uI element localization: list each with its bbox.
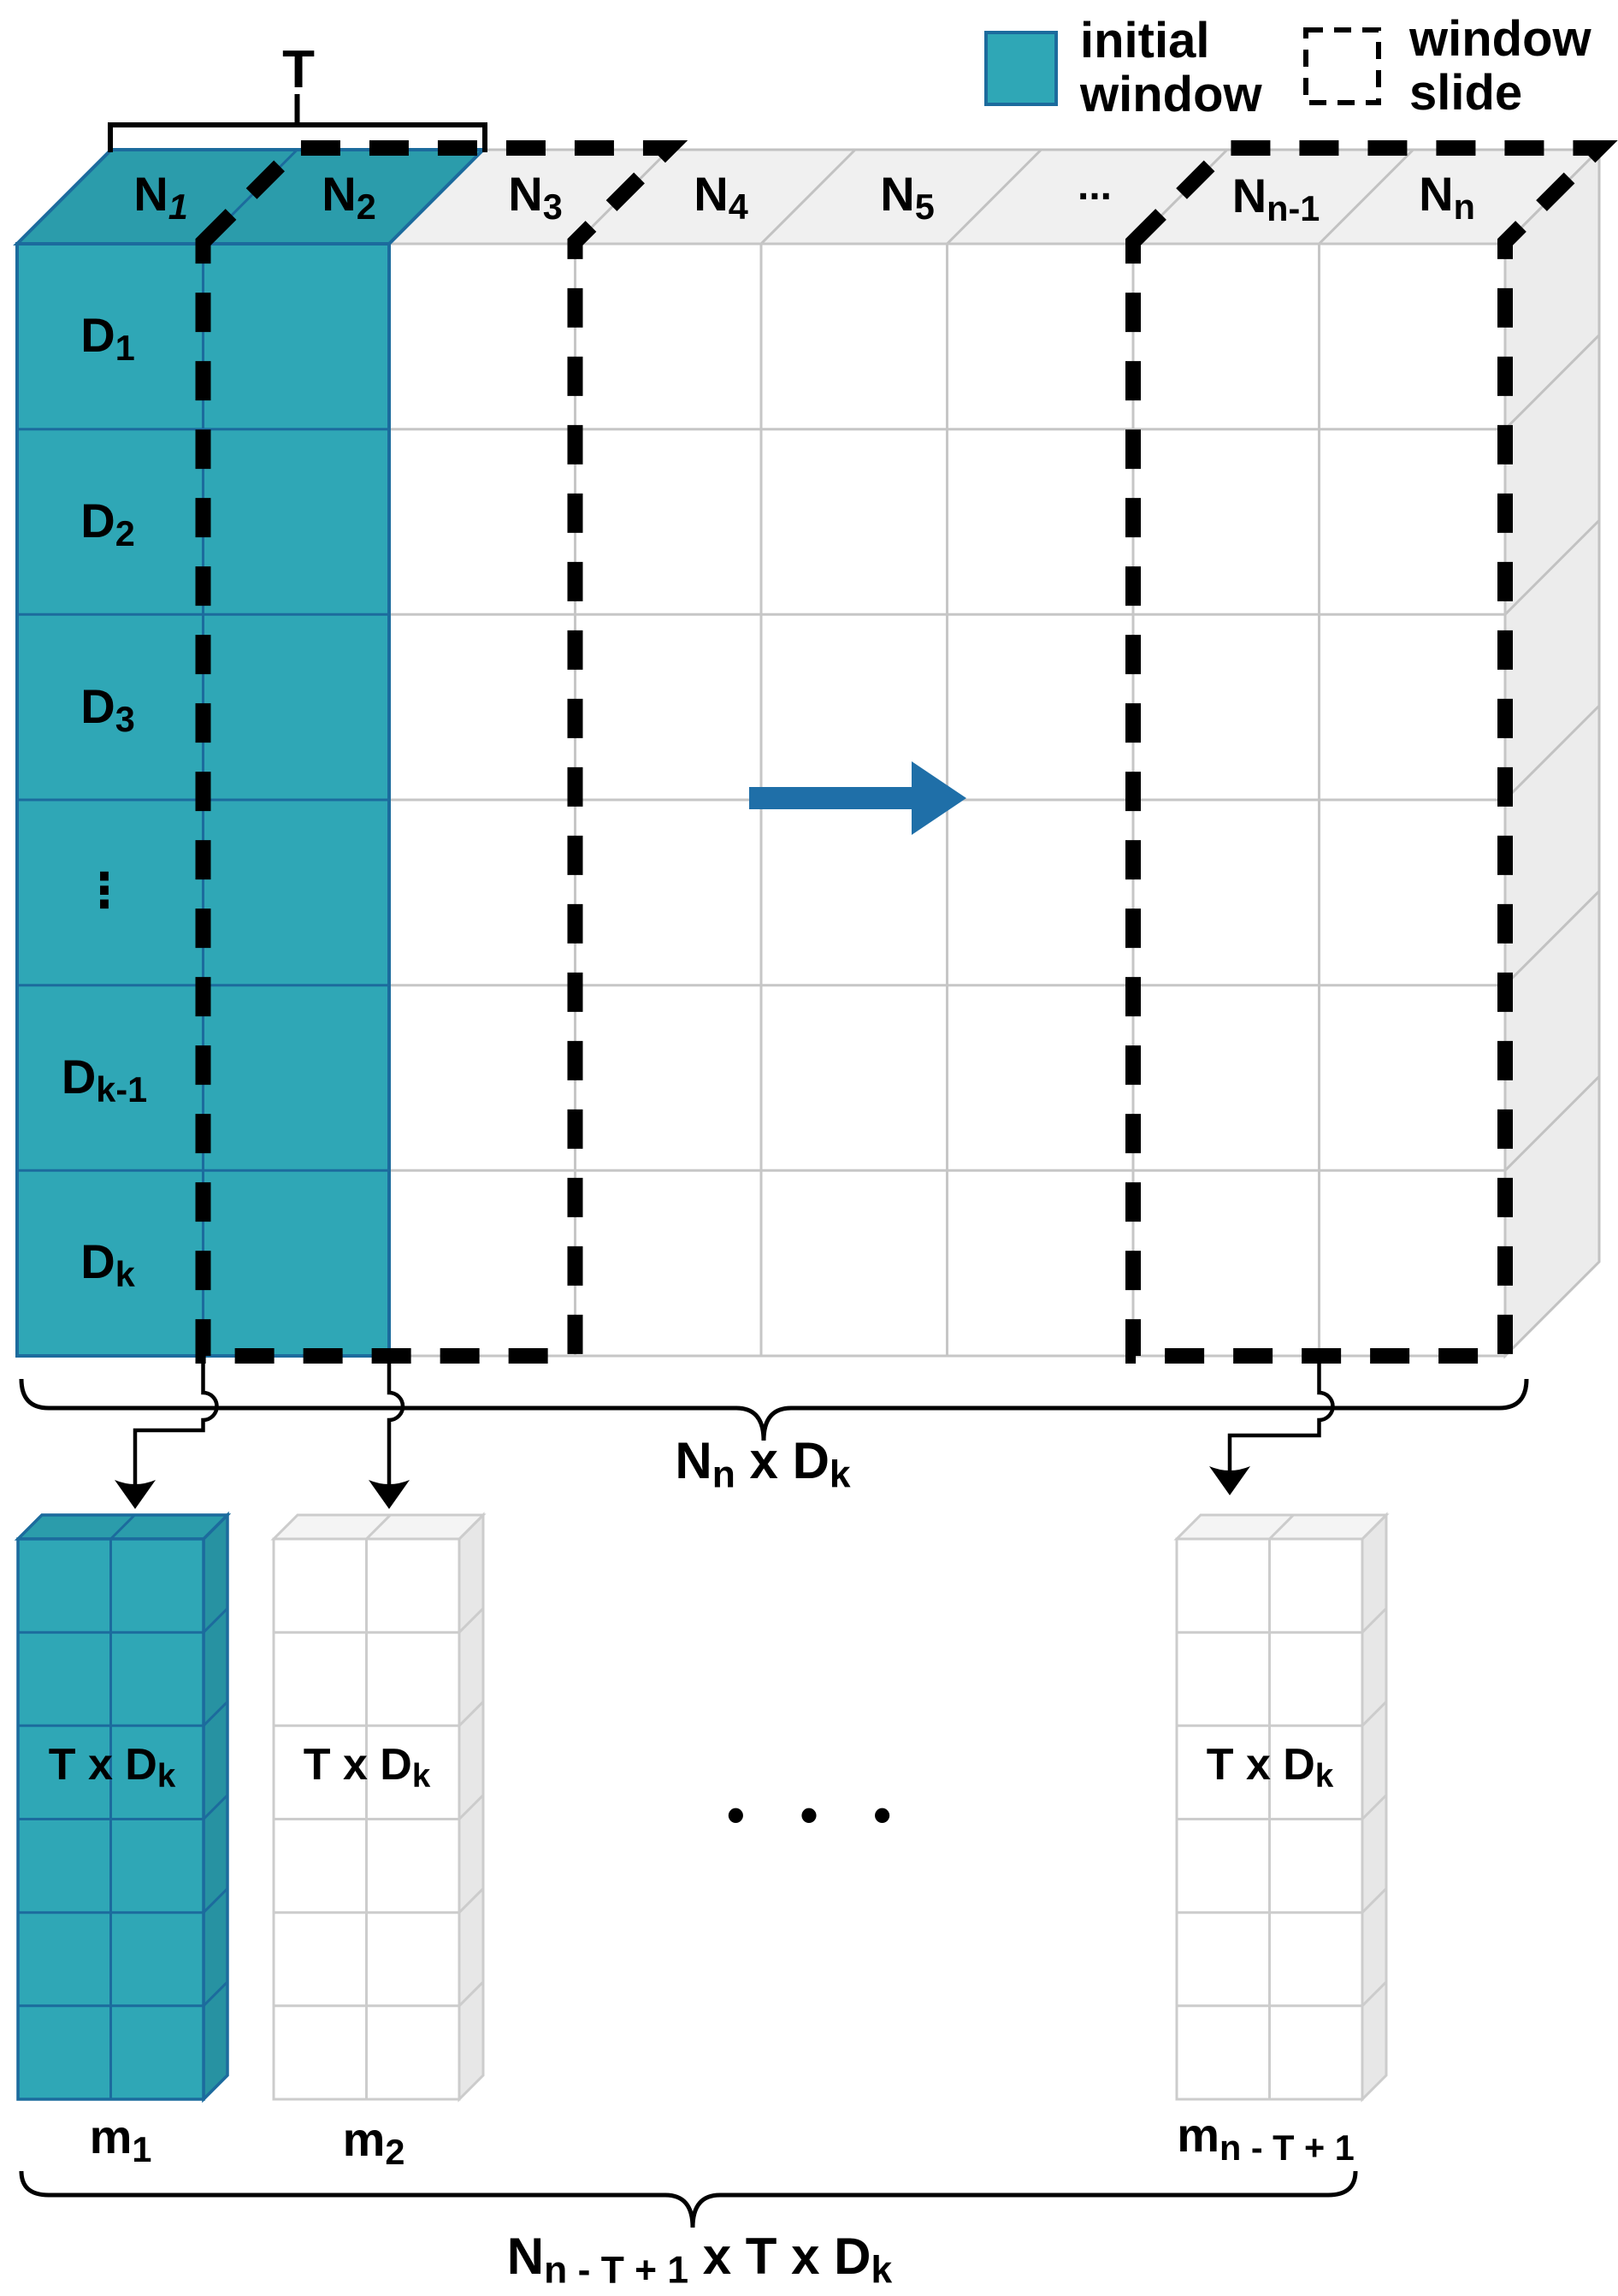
window-slide-outline-2 (1125, 140, 1618, 1364)
m1-name-label: m1 (89, 2110, 152, 2169)
connector-arrow-2 (387, 1358, 405, 1488)
m1-top-grid (109, 1513, 136, 1541)
m2-size-label: T x Dk (303, 1740, 431, 1796)
col-header-n3: N3 (508, 167, 563, 227)
m2-front-grid (274, 1539, 459, 2099)
window-matrix-m2 (270, 1512, 487, 2103)
matrices-ellipsis: • • • (726, 1786, 912, 1843)
m1-size-label: T x Dk (48, 1740, 176, 1796)
legend-window-slide-label: window slide (1409, 11, 1591, 121)
m-last-top-grid (1268, 1513, 1295, 1541)
legend-initial-window-label: initial window (1080, 13, 1262, 122)
legend-window-slide-swatch-icon (1303, 27, 1381, 105)
window-width-label: T (282, 40, 315, 99)
m1-front-grid (18, 1539, 204, 2099)
tensor-side-grid (1503, 334, 1601, 1172)
legend-initial-window-swatch-icon (984, 31, 1058, 106)
window-width-bracket (108, 94, 487, 152)
slide-direction-arrow-icon (749, 761, 966, 835)
m2-top-grid (365, 1513, 392, 1541)
window-matrix-m1 (14, 1511, 232, 2104)
col-header-n2: N2 (322, 167, 376, 227)
col-header-n4: N4 (694, 167, 748, 227)
col-header-ellipsis: ... (1077, 163, 1113, 209)
row-label-d2: D2 (80, 494, 135, 553)
m-last-name-label: mn - T + 1 (1177, 2108, 1355, 2168)
stack-width-brace (19, 2170, 1358, 2228)
m-last-front-grid (1177, 1539, 1362, 2099)
row-label-ellipsis: ⋮ (80, 863, 128, 917)
window-matrix-last (1173, 1512, 1390, 2103)
col-header-n5: N5 (880, 167, 935, 227)
col-header-n1: N1 (133, 167, 188, 227)
m-last-size-label: T x Dk (1206, 1740, 1334, 1796)
m-last-side-grid (1361, 1607, 1388, 2007)
connector-arrow-3 (1227, 1358, 1335, 1475)
connector-arrowhead-1-icon (115, 1480, 156, 1509)
connector-arrowhead-2-icon (369, 1480, 410, 1509)
row-label-dk1: Dk-1 (61, 1050, 148, 1110)
window-slide-outline-1 (195, 140, 688, 1364)
tensor-size-label: Nn x Dk (675, 1432, 851, 1496)
row-label-dk: Dk (80, 1234, 135, 1294)
col-header-nn1: Nn-1 (1231, 169, 1320, 228)
m2-side-grid (458, 1607, 485, 2007)
col-header-nn: Nn (1419, 167, 1475, 227)
m1-side-grid (202, 1607, 229, 2007)
m2-name-label: m2 (342, 2112, 405, 2172)
row-label-d1: D1 (80, 308, 135, 368)
tensor-width-brace (19, 1378, 1529, 1441)
connector-arrowhead-3-icon (1209, 1466, 1250, 1495)
row-label-d3: D3 (80, 679, 135, 739)
stack-size-label: Nn - T + 1 x T x Dk (506, 2228, 893, 2292)
connector-arrow-1 (133, 1358, 219, 1488)
